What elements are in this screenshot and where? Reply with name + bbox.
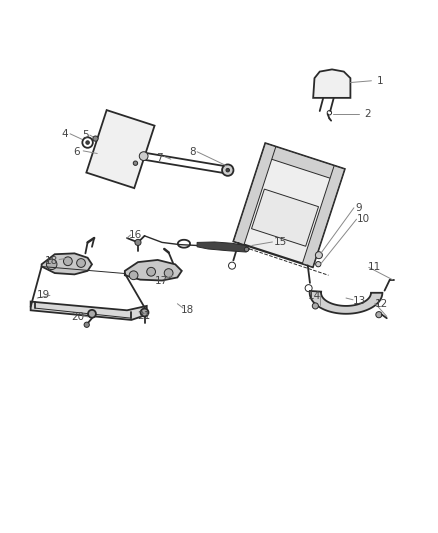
Text: 2: 2 <box>364 109 371 119</box>
Text: 5: 5 <box>82 130 89 140</box>
Circle shape <box>244 247 249 252</box>
Circle shape <box>316 262 321 267</box>
Text: 13: 13 <box>353 296 366 305</box>
Circle shape <box>133 161 138 165</box>
Circle shape <box>64 257 72 265</box>
Polygon shape <box>197 242 250 252</box>
Circle shape <box>222 165 233 176</box>
Polygon shape <box>310 291 382 314</box>
Circle shape <box>315 252 322 259</box>
Polygon shape <box>313 69 350 98</box>
Text: 21: 21 <box>137 311 150 320</box>
Polygon shape <box>261 143 345 182</box>
Polygon shape <box>233 143 276 245</box>
Text: 11: 11 <box>368 262 381 272</box>
Circle shape <box>139 152 148 160</box>
Circle shape <box>86 141 89 144</box>
Circle shape <box>46 259 57 270</box>
Polygon shape <box>302 166 345 267</box>
Text: 1: 1 <box>377 76 384 86</box>
Text: 8: 8 <box>189 147 196 157</box>
Text: 4: 4 <box>61 129 68 139</box>
Text: 7: 7 <box>156 153 163 163</box>
Circle shape <box>141 309 148 317</box>
Text: 18: 18 <box>45 256 58 266</box>
Circle shape <box>135 239 141 246</box>
Circle shape <box>164 269 173 278</box>
Text: 18: 18 <box>181 305 194 316</box>
Polygon shape <box>125 260 182 280</box>
Text: 17: 17 <box>155 276 168 286</box>
Text: 14: 14 <box>308 291 321 301</box>
Text: 6: 6 <box>73 147 80 157</box>
Circle shape <box>77 259 85 268</box>
Polygon shape <box>86 110 155 188</box>
Polygon shape <box>251 189 318 246</box>
Circle shape <box>147 268 155 276</box>
Circle shape <box>129 271 138 280</box>
Text: 10: 10 <box>357 214 370 224</box>
Polygon shape <box>42 253 92 274</box>
Polygon shape <box>233 143 345 267</box>
Text: 19: 19 <box>37 290 50 301</box>
Text: 12: 12 <box>374 298 388 309</box>
Circle shape <box>312 303 318 309</box>
Circle shape <box>376 312 382 318</box>
Text: 16: 16 <box>129 230 142 240</box>
Text: 20: 20 <box>71 312 85 322</box>
Circle shape <box>84 322 89 327</box>
Circle shape <box>88 310 96 318</box>
Text: 9: 9 <box>356 203 363 213</box>
Polygon shape <box>31 302 147 320</box>
Circle shape <box>93 136 98 141</box>
Text: 15: 15 <box>274 237 287 247</box>
Circle shape <box>226 168 230 172</box>
